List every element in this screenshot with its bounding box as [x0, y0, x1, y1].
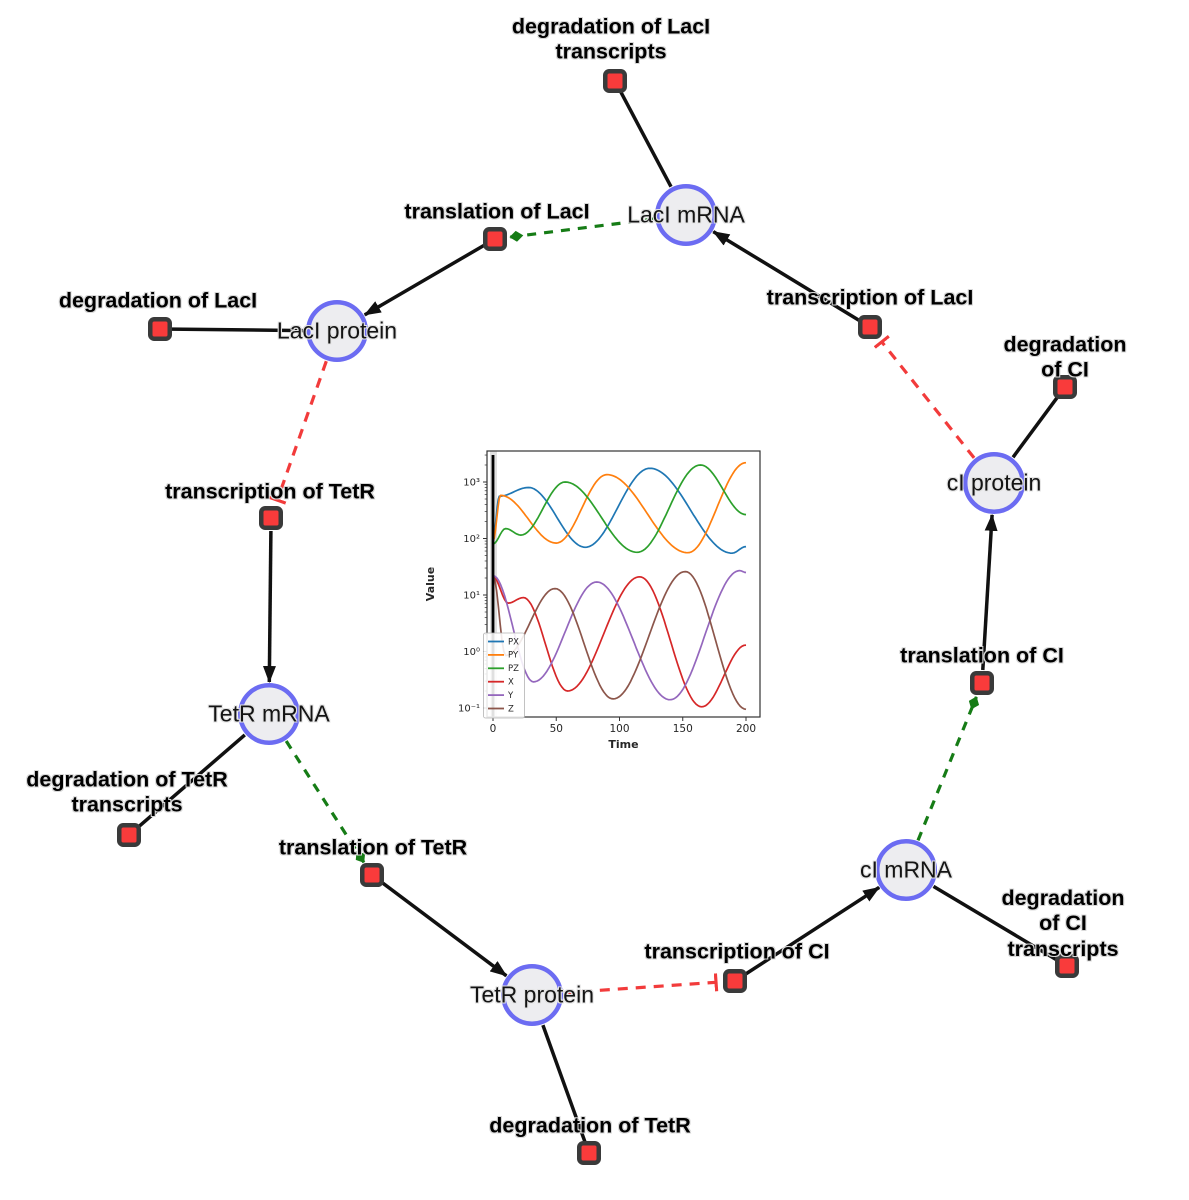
edge-txn_laci-laci_mrna-arrow: [712, 230, 860, 322]
reaction-node-transl_ci: [970, 671, 994, 695]
species-node-tetr_protein: [501, 964, 563, 1026]
legend-label-Y: Y: [507, 691, 514, 701]
y-tick-label-0: 10⁻¹: [458, 704, 480, 715]
reaction-node-deg_ci: [1053, 375, 1077, 399]
chart-axes-box: [486, 450, 761, 718]
edge-laci_mrna-deg_laci_tx-line: [619, 90, 673, 188]
legend-label-PY: PY: [508, 651, 519, 661]
species-node-laci_protein: [306, 300, 368, 362]
inset-timeseries-chart: 0 50 100 150 200 10⁻¹ 10⁰ 10¹ 10² 10³ Time Value PX P…: [420, 424, 776, 770]
reaction-node-txn_tetr: [259, 506, 283, 530]
reaction-node-txn_laci: [858, 315, 882, 339]
x-tick-label-2: 100: [609, 723, 629, 735]
series-line-PY: [492, 461, 747, 554]
edge-ci_protein-deg_ci-line: [1011, 395, 1060, 459]
edge-laci_protein-txn_tetr-inhibition: [268, 360, 328, 505]
edge-transl_tetr-tetr_protein-arrow: [381, 881, 508, 978]
species-node-ci_mrna: [875, 839, 937, 901]
x-tick-label-1: 50: [550, 723, 563, 735]
series-line-Y: [492, 569, 747, 701]
y-axis-label: Value: [424, 567, 437, 601]
reaction-node-transl_tetr: [360, 863, 384, 887]
reaction-node-deg_tetr: [577, 1141, 601, 1165]
edge-tetr_protein-deg_tetr-line: [541, 1024, 587, 1143]
x-axis-label: Time: [608, 738, 638, 751]
species-node-ci_protein: [963, 452, 1025, 514]
reaction-node-deg_tetr_tx: [117, 823, 141, 847]
x-tick-label-4: 200: [736, 723, 756, 735]
legend-label-PX: PX: [508, 637, 519, 647]
edge-tetr_protein-txn_ci-inhibition: [563, 973, 719, 995]
series-line-X: [492, 575, 747, 708]
edge-tetr_mrna-deg_tetr_tx-line: [136, 733, 246, 829]
timeseries-plot: 0 50 100 150 20010⁻¹10⁰10¹10²10³TimeValuePXP…: [424, 450, 761, 751]
edge-ci_mrna-deg_ci_tx-line: [932, 884, 1058, 962]
y-tick-label-3: 10²: [463, 534, 480, 545]
reaction-node-deg_ci_tx: [1055, 954, 1079, 978]
edge-transl_ci-ci_protein-arrow: [981, 513, 998, 671]
x-tick-label-3: 150: [673, 723, 693, 735]
edge-laci_protein-deg_laci-line: [171, 327, 306, 333]
legend-label-Z: Z: [508, 704, 514, 714]
reaction-node-deg_laci_tx: [603, 69, 627, 93]
chart-series-group: [492, 461, 747, 711]
y-tick-label-2: 10¹: [463, 591, 480, 602]
reaction-node-txn_ci: [723, 969, 747, 993]
chart-legend: PX PY PZ XYZ: [483, 632, 525, 719]
legend-label-PZ: PZ: [508, 664, 519, 674]
edge-txn_tetr-tetr_mrna-arrow: [262, 530, 276, 683]
x-tick-label-0: 0: [490, 723, 497, 735]
series-line-Z: [492, 570, 747, 711]
y-tick-label-1: 10⁰: [463, 647, 480, 658]
edge-ci_protein-txn_laci-inhibition: [873, 335, 976, 459]
edge-txn_ci-ci_mrna-arrow: [744, 885, 881, 976]
y-tick-label-4: 10³: [463, 478, 480, 489]
edge-ci_mrna-transl_ci-modifier: [916, 696, 980, 842]
reaction-node-transl_laci: [483, 227, 507, 251]
edge-transl_laci-laci_protein-arrow: [363, 243, 485, 317]
reaction-node-deg_laci: [148, 317, 172, 341]
edge-laci_mrna-transl_laci-modifier: [509, 217, 655, 242]
species-node-tetr_mrna: [238, 683, 300, 745]
edge-tetr_mrna-transl_tetr-modifier: [284, 740, 366, 864]
species-node-laci_mrna: [655, 184, 717, 246]
legend-label-X: X: [508, 678, 514, 688]
series-line-PX: [492, 467, 747, 555]
series-line-PZ: [492, 464, 747, 554]
